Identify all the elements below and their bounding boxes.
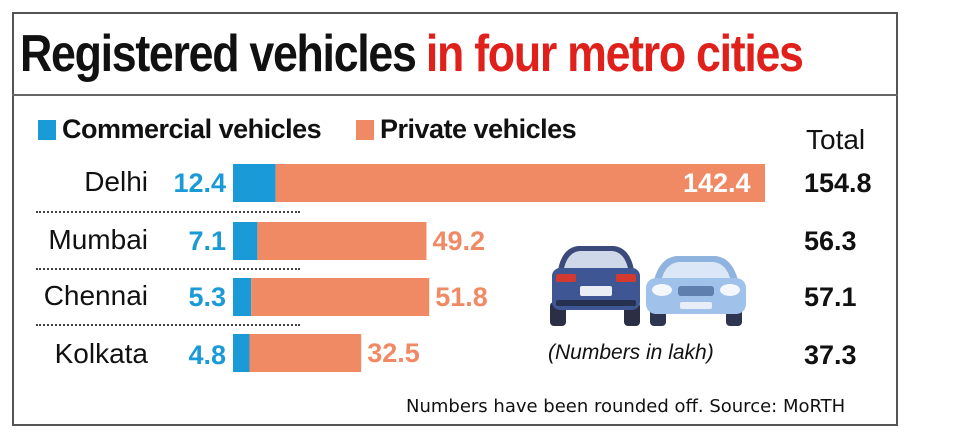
row-separator <box>36 211 300 213</box>
commercial-value-chennai: 5.3 <box>188 282 226 312</box>
total-value-delhi: 154.8 <box>804 168 872 198</box>
private-bar-kolkata <box>249 334 362 372</box>
two-cars-illustration <box>550 246 746 326</box>
title-part-red: in four metro cities <box>425 25 804 83</box>
commercial-value-mumbai: 7.1 <box>188 226 226 256</box>
total-value-mumbai: 56.3 <box>804 226 857 256</box>
totals-header: Total <box>806 124 866 155</box>
legend-commercial-label: Commercial vehicles <box>62 114 322 144</box>
chart-title: Registered vehicles in four metro cities <box>20 25 804 83</box>
category-label-mumbai: Mumbai <box>48 224 148 255</box>
infographic-frame <box>12 12 898 426</box>
legend-private-swatch <box>356 119 374 140</box>
unit-note: (Numbers in lakh) <box>548 341 714 364</box>
row-separator <box>36 324 300 326</box>
title-part-black: Registered vehicles <box>20 25 417 83</box>
private-value-delhi: 142.4 <box>683 168 751 198</box>
legend-commercial-swatch <box>38 119 56 140</box>
private-value-kolkata: 32.5 <box>367 338 420 368</box>
title-divider <box>12 94 898 96</box>
legend-commercial: Commercial vehicles <box>38 114 322 145</box>
total-value-kolkata: 37.3 <box>804 340 857 370</box>
private-bar-chennai <box>251 278 430 316</box>
legend-private: Private vehicles <box>356 114 577 145</box>
private-bar-mumbai <box>257 222 427 260</box>
commercial-value-kolkata: 4.8 <box>188 340 226 370</box>
row-separator <box>36 268 300 270</box>
commercial-bar-delhi <box>233 164 276 202</box>
private-value-mumbai: 49.2 <box>432 226 486 256</box>
front-car-icon <box>646 256 746 326</box>
legend-private-label: Private vehicles <box>380 114 577 144</box>
source-note: Numbers have been rounded off. Source: M… <box>406 396 846 417</box>
commercial-bar-mumbai <box>233 222 258 260</box>
commercial-value-delhi: 12.4 <box>173 168 226 198</box>
commercial-bar-chennai <box>233 278 252 316</box>
private-value-chennai: 51.8 <box>435 282 488 312</box>
private-bar-delhi <box>275 164 765 202</box>
total-value-chennai: 57.1 <box>804 282 857 312</box>
rear-car-icon <box>550 246 640 326</box>
commercial-bar-kolkata <box>233 334 250 372</box>
category-label-kolkata: Kolkata <box>54 338 148 369</box>
category-label-chennai: Chennai <box>43 280 148 311</box>
category-label-delhi: Delhi <box>84 166 148 197</box>
